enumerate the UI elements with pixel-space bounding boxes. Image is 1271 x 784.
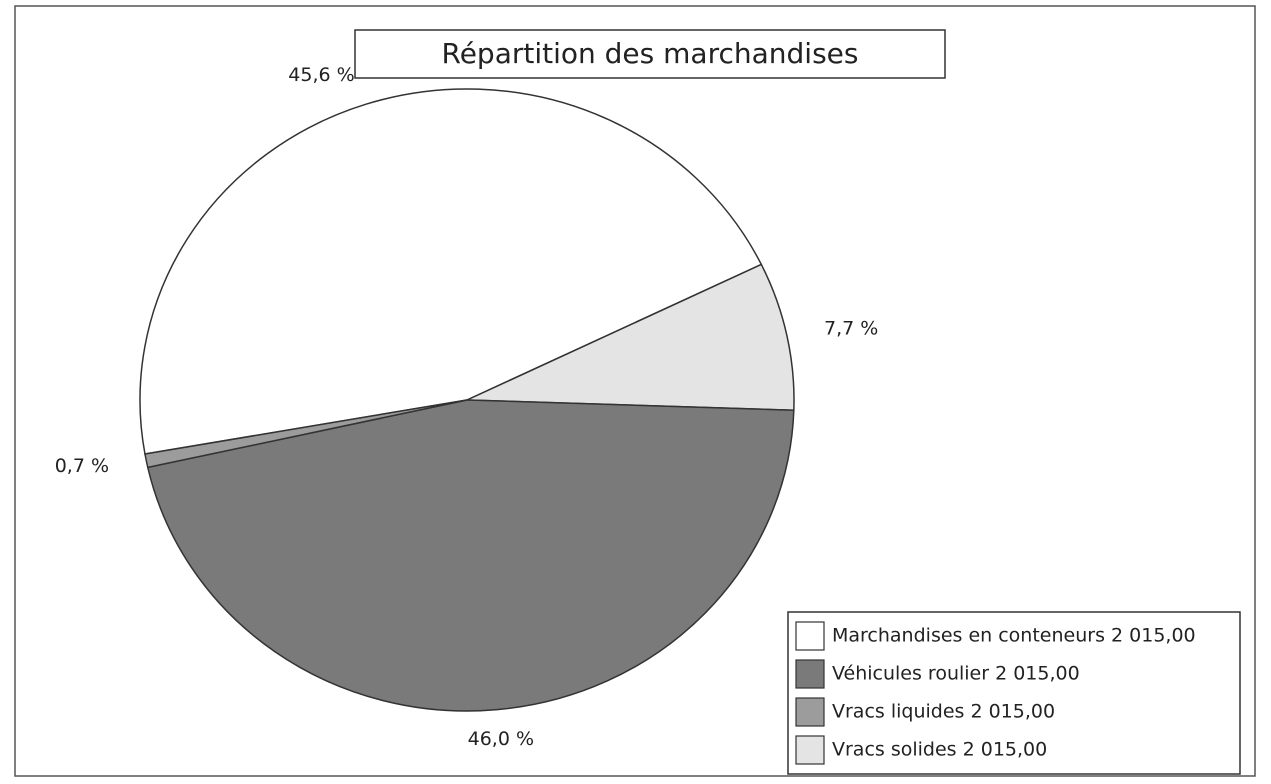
value-label: 45,6 % (288, 64, 354, 86)
pie-slice (139, 88, 763, 455)
legend-label: Vracs solides 2 015,00 (832, 739, 1047, 761)
legend-label: Vracs liquides 2 015,00 (832, 701, 1055, 723)
legend-swatch (795, 621, 825, 651)
legend-label: Véhicules roulier 2 015,00 (832, 663, 1080, 685)
chart-title: Répartition des marchandises (442, 37, 859, 70)
pie-slice (146, 399, 795, 712)
value-label: 7,7 % (824, 318, 878, 340)
value-label: 0,7 % (55, 455, 109, 477)
legend: Marchandises en conteneurs 2 015,00 Véhic… (795, 621, 1196, 765)
title-box (354, 29, 946, 79)
value-label: 46,0 % (468, 728, 534, 750)
legend-label: Marchandises en conteneurs 2 015,00 (832, 625, 1196, 647)
value-labels: 45,6 % 7,7 % 46,0 % 0,7 % (55, 64, 879, 750)
legend-swatch (795, 659, 825, 689)
legend-swatch (795, 735, 825, 765)
legend-swatch (795, 697, 825, 727)
pie-slice (466, 263, 795, 411)
pie (139, 88, 795, 712)
pie-slice (144, 399, 468, 469)
legend-box (787, 611, 1241, 775)
